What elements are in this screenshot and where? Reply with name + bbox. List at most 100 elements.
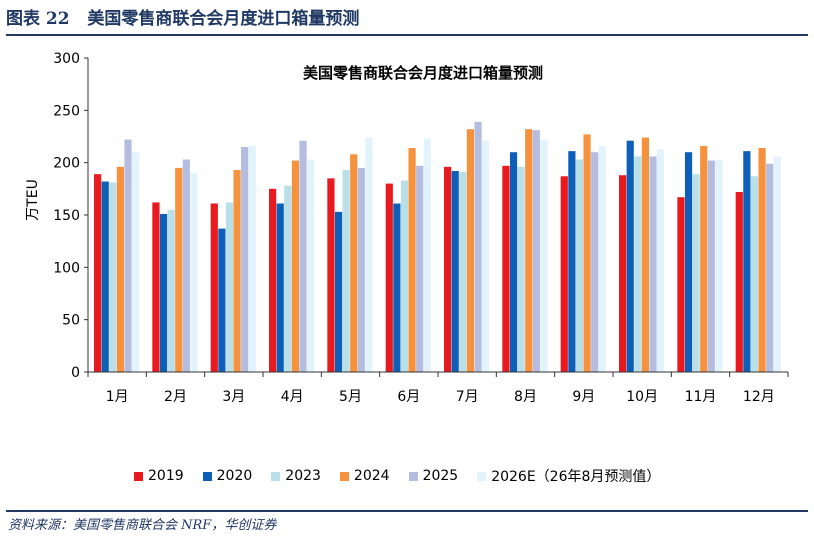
bar-2020-2月 (159, 213, 168, 372)
bar-2020-1月 (101, 181, 109, 372)
source-note: 资料来源：美国零售商联合会 NRF，华创证券 (8, 518, 277, 533)
bar-2025-12月 (766, 163, 774, 372)
bar-2020-10月 (626, 140, 634, 372)
bar-2019-7月 (444, 166, 452, 372)
bar-2025-7月 (474, 121, 482, 372)
bar-2026-7月 (482, 140, 490, 372)
bar-2024-5月 (350, 154, 358, 372)
x-tick-label: 1月 (106, 389, 129, 405)
x-tick-label: 9月 (572, 389, 595, 405)
legend-label: 2025 (422, 468, 459, 484)
legend-label: 2020 (216, 468, 253, 484)
bar-2024-4月 (291, 160, 299, 372)
bar-2020-5月 (334, 211, 343, 372)
bar-2025-9月 (591, 152, 599, 372)
legend-item: 2023 (271, 468, 321, 484)
legend-item: 2024 (339, 468, 390, 484)
chart-title: 美国零售商联合会月度进口箱量预测 (303, 64, 543, 82)
bar-2020-6月 (393, 203, 401, 372)
x-tick-label: 10月 (626, 389, 658, 405)
bar-2026-3月 (248, 145, 256, 372)
bar-2023-11月 (692, 174, 700, 372)
x-tick-label: 12月 (743, 389, 775, 405)
x-tick-label: 6月 (397, 389, 420, 405)
bar-2024-12月 (758, 148, 766, 372)
bar-2020-12月 (743, 151, 751, 372)
bar-2026-5月 (365, 137, 373, 372)
bar-2025-6月 (416, 165, 424, 372)
bar-2025-11月 (707, 160, 715, 372)
bar-2025-2月 (182, 159, 190, 372)
bar-2026-10月 (657, 149, 665, 372)
bar-2024-8月 (525, 129, 533, 372)
bar-2019-6月 (385, 183, 393, 372)
figure-title-text: 美国零售商联合会月度进口箱量预测 (87, 9, 360, 29)
legend-label: 2019 (148, 468, 184, 484)
bar-2019-11月 (677, 197, 685, 372)
bar-2020-3月 (218, 228, 226, 372)
y-tick-label: 200 (53, 156, 80, 172)
bar-2024-1月 (116, 166, 124, 372)
bar-2019-3月 (210, 203, 218, 372)
legend-item: 2026E（26年8月预测值） (477, 466, 660, 486)
bar-2026-8月 (540, 139, 548, 372)
x-tick-label: 11月 (685, 389, 717, 405)
bar-2019-4月 (269, 188, 277, 372)
x-tick-label: 4月 (281, 389, 304, 405)
legend-swatch (339, 471, 349, 481)
bar-2019-2月 (152, 202, 160, 372)
bars-group (94, 121, 781, 372)
bar-2025-10月 (649, 156, 657, 372)
x-tick-label: 5月 (339, 389, 362, 405)
bar-2024-10月 (641, 137, 649, 372)
figure-title: 图表 22 美国零售商联合会月度进口箱量预测 (6, 4, 359, 29)
bar-2023-7月 (459, 172, 467, 372)
bar-2026-2月 (190, 173, 198, 372)
x-tick-label: 3月 (222, 389, 245, 405)
bar-2024-7月 (466, 129, 474, 372)
bar-2019-8月 (502, 165, 510, 372)
x-tick-label: 2月 (164, 389, 187, 405)
y-tick-label: 300 (53, 51, 80, 67)
legend-label: 2023 (285, 468, 321, 484)
bar-2025-1月 (124, 139, 132, 372)
bar-2026-1月 (132, 152, 140, 372)
bar-2026-11月 (715, 159, 723, 372)
bar-2023-1月 (109, 182, 117, 372)
bar-2020-8月 (509, 152, 518, 372)
x-tick-label: 7月 (456, 389, 479, 405)
bar-2020-11月 (684, 152, 693, 372)
legend-swatch (202, 471, 212, 481)
legend-swatch (271, 471, 281, 481)
bar-2025-8月 (532, 130, 540, 372)
legend-item: 2019 (134, 468, 184, 484)
bar-2023-2月 (167, 209, 175, 372)
bar-2019-9月 (560, 176, 568, 372)
header-rule (6, 34, 808, 36)
bar-2023-8月 (517, 166, 525, 372)
x-tick-label: 8月 (514, 389, 537, 405)
legend-item: 2020 (202, 468, 253, 484)
bar-2019-1月 (94, 174, 102, 372)
chart-legend: 2019 2020 2023 2024 2025 2026E（26年8月预测值） (134, 466, 679, 486)
y-tick-label: 100 (53, 260, 80, 276)
y-tick-label: 250 (53, 103, 80, 119)
bar-2020-4月 (276, 203, 284, 372)
bar-2023-9月 (575, 159, 584, 372)
legend-item: 2025 (408, 468, 459, 484)
legend-label: 2026E（26年8月预测值） (491, 469, 661, 485)
legend-swatch (477, 471, 487, 481)
bar-2026-4月 (307, 159, 315, 372)
legend-label: 2024 (353, 468, 390, 484)
bar-2023-4月 (284, 185, 292, 372)
bar-2026-6月 (423, 138, 431, 372)
bar-2023-10月 (634, 156, 642, 372)
legend-swatch (134, 471, 143, 481)
y-tick-label: 0 (71, 365, 80, 381)
bar-2019-5月 (327, 178, 335, 372)
bar-2023-3月 (225, 202, 234, 372)
bar-2024-2月 (175, 167, 183, 372)
bar-2024-11月 (700, 145, 708, 372)
bar-2023-6月 (400, 180, 409, 372)
